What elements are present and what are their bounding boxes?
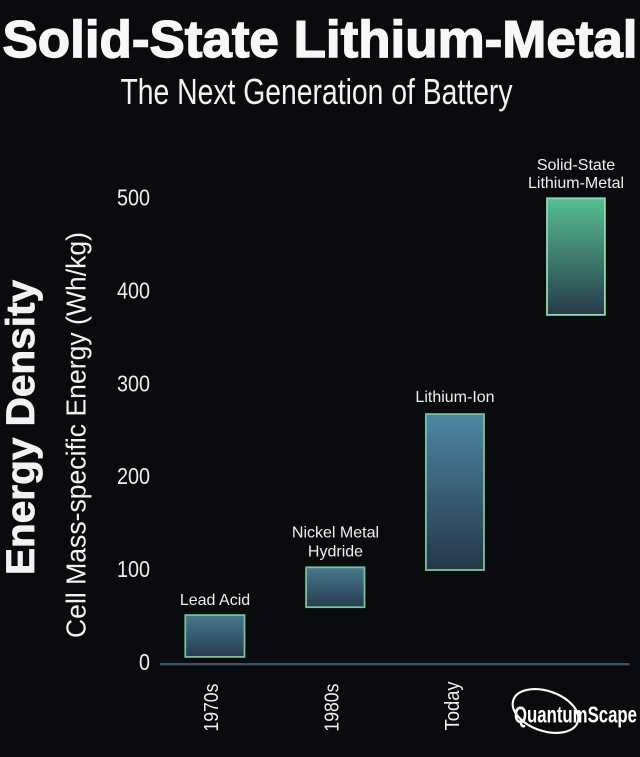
- svg-text:Nickel Metal: Nickel Metal: [292, 524, 379, 541]
- svg-text:The Next Generation of Battery: The Next Generation of Battery: [121, 71, 513, 112]
- svg-text:300: 300: [117, 370, 150, 396]
- svg-text:Lithium-Ion: Lithium-Ion: [415, 389, 494, 406]
- svg-text:500: 500: [117, 185, 150, 211]
- svg-text:Lead Acid: Lead Acid: [180, 592, 250, 609]
- svg-text:Solid-State Lithium-Metal: Solid-State Lithium-Metal: [3, 11, 638, 69]
- svg-text:Today: Today: [441, 681, 464, 731]
- svg-text:1970s: 1970s: [200, 684, 223, 732]
- svg-text:Hydride: Hydride: [308, 543, 363, 560]
- svg-text:1980s: 1980s: [320, 684, 343, 732]
- svg-text:200: 200: [117, 463, 150, 489]
- svg-text:100: 100: [117, 556, 150, 582]
- svg-text:Energy Density: Energy Density: [0, 279, 43, 575]
- svg-text:0: 0: [139, 649, 150, 675]
- svg-text:400: 400: [117, 277, 150, 303]
- svg-text:Lithium-Metal: Lithium-Metal: [528, 175, 624, 192]
- svg-text:Cell Mass-specific Energy (Wh/: Cell Mass-specific Energy (Wh/kg): [61, 232, 92, 638]
- svg-text:Solid-State: Solid-State: [537, 157, 615, 174]
- svg-text:QuantumScape: QuantumScape: [514, 702, 637, 728]
